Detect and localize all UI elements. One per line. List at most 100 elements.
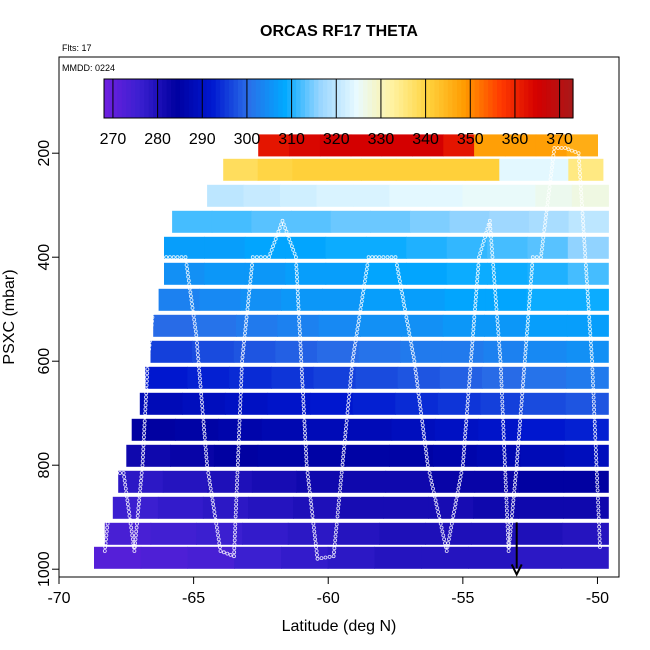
track-point (497, 339, 501, 344)
heat-cell (395, 158, 431, 181)
track-point (424, 455, 429, 460)
track-point (268, 251, 273, 256)
track-point (136, 506, 141, 511)
heat-cell (535, 134, 568, 157)
track-point (280, 218, 285, 223)
heat-cell (478, 418, 523, 441)
track-point (191, 313, 196, 318)
track-point (545, 204, 550, 209)
track-point (335, 518, 340, 523)
heat-cell (172, 210, 213, 233)
colorbar-tick-label: 270 (100, 131, 127, 148)
heat-cell (327, 546, 375, 569)
heat-cell (275, 340, 318, 363)
heat-cell (242, 522, 289, 545)
track-point (496, 335, 501, 340)
colorbar-segment (296, 79, 302, 118)
track-point (582, 247, 587, 252)
track-point (584, 263, 588, 268)
track-point (238, 403, 243, 407)
track-point (137, 494, 142, 499)
track-point (276, 229, 281, 234)
track-point (490, 250, 495, 255)
track-point (334, 522, 339, 527)
track-point (213, 514, 217, 518)
track-point (469, 355, 474, 360)
track-point (589, 351, 594, 356)
track-point (526, 311, 531, 316)
track-point (303, 447, 308, 452)
colorbar-segment (121, 79, 127, 118)
colorbar-segment (340, 79, 346, 118)
track-point (179, 255, 184, 260)
track-point (298, 335, 303, 340)
colorbar-segment (287, 79, 293, 118)
heat-cell (476, 444, 522, 467)
track-point (425, 463, 430, 468)
colorbar: 270 280 290 300 310 320 330 340 350 360 370 (100, 78, 574, 148)
track-point (307, 490, 312, 495)
track-point (333, 530, 338, 535)
track-point (364, 267, 369, 272)
track-point (418, 407, 423, 412)
track-point (232, 542, 237, 547)
colorbar-segment (273, 79, 279, 118)
track-point (303, 439, 308, 444)
track-point (216, 537, 221, 542)
colorbar-segment (354, 79, 360, 118)
heat-cell (126, 444, 171, 467)
track-point (139, 474, 144, 479)
track-point (581, 219, 585, 224)
track-point (465, 407, 470, 412)
track-point (591, 387, 596, 392)
heat-cell (361, 158, 397, 181)
track-point (591, 379, 595, 384)
heat-cell (280, 184, 318, 207)
track-point (444, 549, 449, 553)
track-point (398, 283, 403, 288)
track-point (476, 259, 481, 264)
heat-cell (410, 210, 451, 233)
track-point (144, 383, 149, 388)
track-point (232, 538, 237, 543)
heat-cell (514, 546, 562, 569)
track-point (412, 363, 417, 368)
colorbar-tick-label: 340 (412, 131, 439, 148)
track-point (464, 411, 469, 416)
track-point (422, 439, 427, 444)
track-point (299, 371, 304, 376)
track-point (463, 427, 468, 432)
track-point (504, 500, 509, 505)
track-point (585, 291, 590, 296)
track-point (299, 355, 304, 360)
colorbar-segment (532, 79, 538, 118)
track-point (200, 404, 205, 409)
track-point (523, 351, 528, 356)
colorbar-tick-label: 350 (457, 131, 484, 148)
heat-cell (289, 134, 321, 157)
track-point (134, 529, 139, 534)
track-point (573, 149, 578, 154)
colorbar-segment (153, 79, 159, 118)
track-point (404, 315, 409, 320)
track-point (518, 415, 523, 420)
track-point (184, 263, 189, 267)
heat-cell (140, 546, 188, 569)
track-point (563, 146, 568, 150)
heat-cell (248, 496, 294, 519)
track-point (540, 247, 544, 252)
track-point (519, 399, 524, 404)
heat-cell (319, 134, 352, 157)
track-point (151, 303, 156, 308)
track-point (295, 279, 300, 284)
track-point (144, 391, 149, 396)
heat-cell (131, 418, 176, 441)
track-point (287, 237, 292, 241)
colorbar-segment (260, 79, 266, 118)
track-point (503, 476, 508, 481)
track-point (343, 430, 348, 435)
track-point (566, 147, 571, 152)
heat-cell (267, 392, 311, 415)
track-point (465, 399, 470, 404)
track-point (247, 283, 252, 288)
